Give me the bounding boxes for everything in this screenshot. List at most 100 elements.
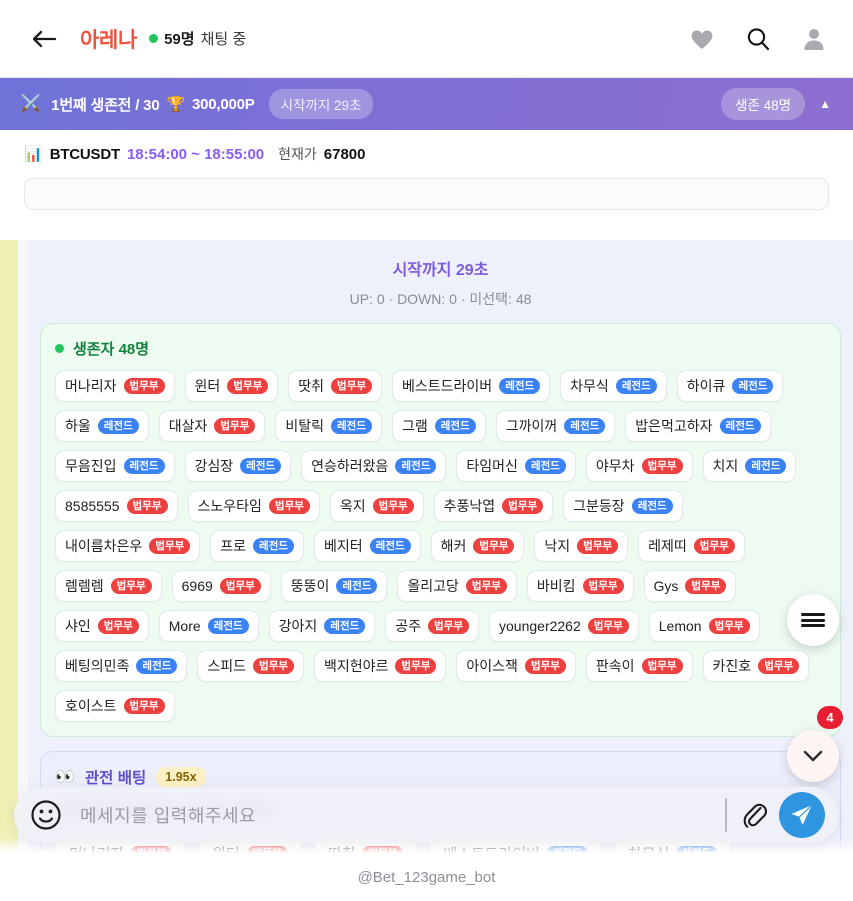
survivor-chip[interactable]: 무음진입 레전드 <box>55 450 175 482</box>
survivor-name: 야무차 <box>595 458 635 474</box>
emoji-smiley-icon[interactable] <box>30 799 62 831</box>
paperclip-icon[interactable] <box>741 800 769 830</box>
survivor-chip[interactable]: 판속이 법무부 <box>585 650 693 682</box>
survivor-name: 옥지 <box>339 498 366 514</box>
survivor-chip[interactable]: 하울 레전드 <box>55 410 149 442</box>
survivor-chip[interactable]: 8585555 법무부 <box>55 490 178 522</box>
survivor-chip[interactable]: 차무식 레전드 <box>560 370 667 402</box>
survivor-rank-tag: 레전드 <box>745 458 787 474</box>
survivor-name: 땃취 <box>298 378 325 394</box>
survivor-chip[interactable]: 베스트드라이버 레전드 <box>392 370 551 402</box>
survivor-chip[interactable]: 백지헌야르 법무부 <box>314 650 447 682</box>
survivor-chip[interactable]: 머나리자 법무부 <box>55 370 175 402</box>
survivor-chip[interactable]: 바비킴 법무부 <box>526 570 634 602</box>
survivor-chip[interactable]: 내이름차은우 법무부 <box>55 530 201 562</box>
survivor-rank-tag: 법무부 <box>708 618 750 634</box>
heart-icon[interactable] <box>687 24 717 54</box>
survivor-name: 스피드 <box>207 658 247 674</box>
survivor-rank-tag: 레전드 <box>524 458 566 474</box>
survivor-chip[interactable]: 연승하러왔음 레전드 <box>301 450 447 482</box>
message-composer[interactable]: 메세지를 입력해주세요 <box>14 787 839 843</box>
send-button[interactable] <box>779 792 825 838</box>
survivor-name: 레제띠 <box>648 538 687 554</box>
survivor-name: More <box>168 618 201 634</box>
survivor-name: 무음진입 <box>65 458 117 474</box>
survivor-chip[interactable]: Lemon 법무부 <box>648 610 760 642</box>
survivor-name: younger2262 <box>499 618 581 634</box>
survivor-rank-tag: 법무부 <box>331 378 373 394</box>
survivor-rank-tag: 법무부 <box>524 658 566 674</box>
survivor-name: 8585555 <box>65 498 120 514</box>
survivor-chip[interactable]: 치지 레전드 <box>702 450 797 482</box>
online-status: 59명 채팅 중 <box>149 28 246 49</box>
survivor-name: 대살자 <box>168 418 208 434</box>
survivor-rank-tag: 법무부 <box>123 698 165 714</box>
bot-handle: @Bet_123game_bot <box>357 868 496 886</box>
hamburger-bar <box>801 612 825 616</box>
survivor-chip[interactable]: 호이스트 법무부 <box>55 690 175 722</box>
profile-icon[interactable] <box>799 24 829 54</box>
survivor-rank-tag: 법무부 <box>502 498 544 514</box>
top-icon-group <box>687 24 829 54</box>
survivor-chip[interactable]: 그까이꺼 레전드 <box>495 410 616 442</box>
unread-count-badge: 4 <box>817 706 843 729</box>
survivor-chip[interactable]: 카진호 법무부 <box>702 650 810 682</box>
survivor-chip[interactable]: 렘렘렘 법무부 <box>55 570 162 602</box>
survivor-chip[interactable]: 올리고당 법무부 <box>397 570 517 602</box>
survivor-name: 추풍낙엽 <box>443 498 496 514</box>
survivor-chip[interactable]: 옥지 법무부 <box>329 490 424 522</box>
survivor-chip[interactable]: 낙지 법무부 <box>534 530 629 562</box>
survivor-chip[interactable]: 아이스잭 법무부 <box>456 650 576 682</box>
menu-fab-button[interactable] <box>787 594 839 646</box>
survivor-chip[interactable]: 비탈릭 레전드 <box>275 410 382 442</box>
survivor-chip[interactable]: 공주 법무부 <box>385 610 480 642</box>
hamburger-bar <box>801 618 825 622</box>
survivor-rank-tag: 법무부 <box>587 618 629 634</box>
survivor-rank-tag: 법무부 <box>268 498 310 514</box>
survivor-name: 뚱뚱이 <box>290 578 330 594</box>
survivor-chip[interactable]: 하이큐 레전드 <box>676 370 784 402</box>
survivor-chip[interactable]: 땃취 법무부 <box>288 370 383 402</box>
vote-stats: UP: 0 · DOWN: 0 · 미선택: 48 <box>349 291 532 307</box>
survivor-name: 치지 <box>712 458 739 474</box>
survivor-chip[interactable]: 베팅의민족 레전드 <box>55 650 188 682</box>
survivor-chip[interactable]: 강심장 레전드 <box>184 450 292 482</box>
survivor-chip[interactable]: 그램 레전드 <box>392 410 486 442</box>
survivor-chip[interactable]: 샤인 법무부 <box>55 610 149 642</box>
survivor-chip[interactable]: Gys 법무부 <box>643 570 737 602</box>
message-input[interactable]: 메세지를 입력해주세요 <box>80 806 257 826</box>
alive-count-badge[interactable]: 생존 48명 <box>721 88 806 120</box>
survivor-chip[interactable]: 야무차 법무부 <box>585 450 693 482</box>
survivor-chip[interactable]: 해커 법무부 <box>430 530 525 562</box>
survivor-rank-tag: 법무부 <box>428 618 470 634</box>
survivor-chip[interactable]: 뚱뚱이 레전드 <box>280 570 388 602</box>
survivor-chip[interactable]: 6969 법무부 <box>171 570 271 602</box>
back-button[interactable] <box>26 21 62 57</box>
survivor-chip[interactable]: 스노우타임 법무부 <box>187 490 320 522</box>
scroll-to-bottom-button[interactable] <box>787 730 839 782</box>
ticker-time-range: 18:54:00 ~ 18:55:00 <box>126 145 265 163</box>
survivor-chip[interactable]: 밥은먹고하자 레전드 <box>625 410 771 442</box>
banner-round: 1번째 생존전 / 30 🏆 300,000P <box>51 94 255 115</box>
survivor-chip[interactable]: 윈터 법무부 <box>184 370 279 402</box>
survivor-chip[interactable]: More 레전드 <box>158 610 259 642</box>
survivors-header: 생존자 48명 <box>55 338 826 359</box>
trophy-icon: 🏆 <box>166 96 185 113</box>
chevron-up-icon[interactable]: ▲ <box>819 97 831 111</box>
survivor-chip[interactable]: 스피드 법무부 <box>197 650 305 682</box>
survivor-chip[interactable]: 대살자 법무부 <box>158 410 266 442</box>
survivor-chip[interactable]: 그분등장 레전드 <box>563 490 683 522</box>
left-accent-strip <box>0 240 18 901</box>
survivor-name: 호이스트 <box>65 698 117 714</box>
survivor-name: 해커 <box>440 538 467 554</box>
survivor-chip[interactable]: 베지터 레전드 <box>314 530 421 562</box>
survivor-chip[interactable]: younger2262 법무부 <box>489 610 639 642</box>
survivor-chip[interactable]: 레제띠 법무부 <box>638 530 745 562</box>
survivor-chip[interactable]: 추풍낙엽 법무부 <box>433 490 554 522</box>
survivor-chip[interactable]: 프로 레전드 <box>210 530 305 562</box>
survivor-chip[interactable]: 강아지 레전드 <box>268 610 376 642</box>
survivor-rank-tag: 법무부 <box>465 578 507 594</box>
survivor-chip[interactable]: 타임머신 레전드 <box>456 450 576 482</box>
search-icon[interactable] <box>743 24 773 54</box>
survivor-name: 베스트드라이버 <box>402 378 493 394</box>
